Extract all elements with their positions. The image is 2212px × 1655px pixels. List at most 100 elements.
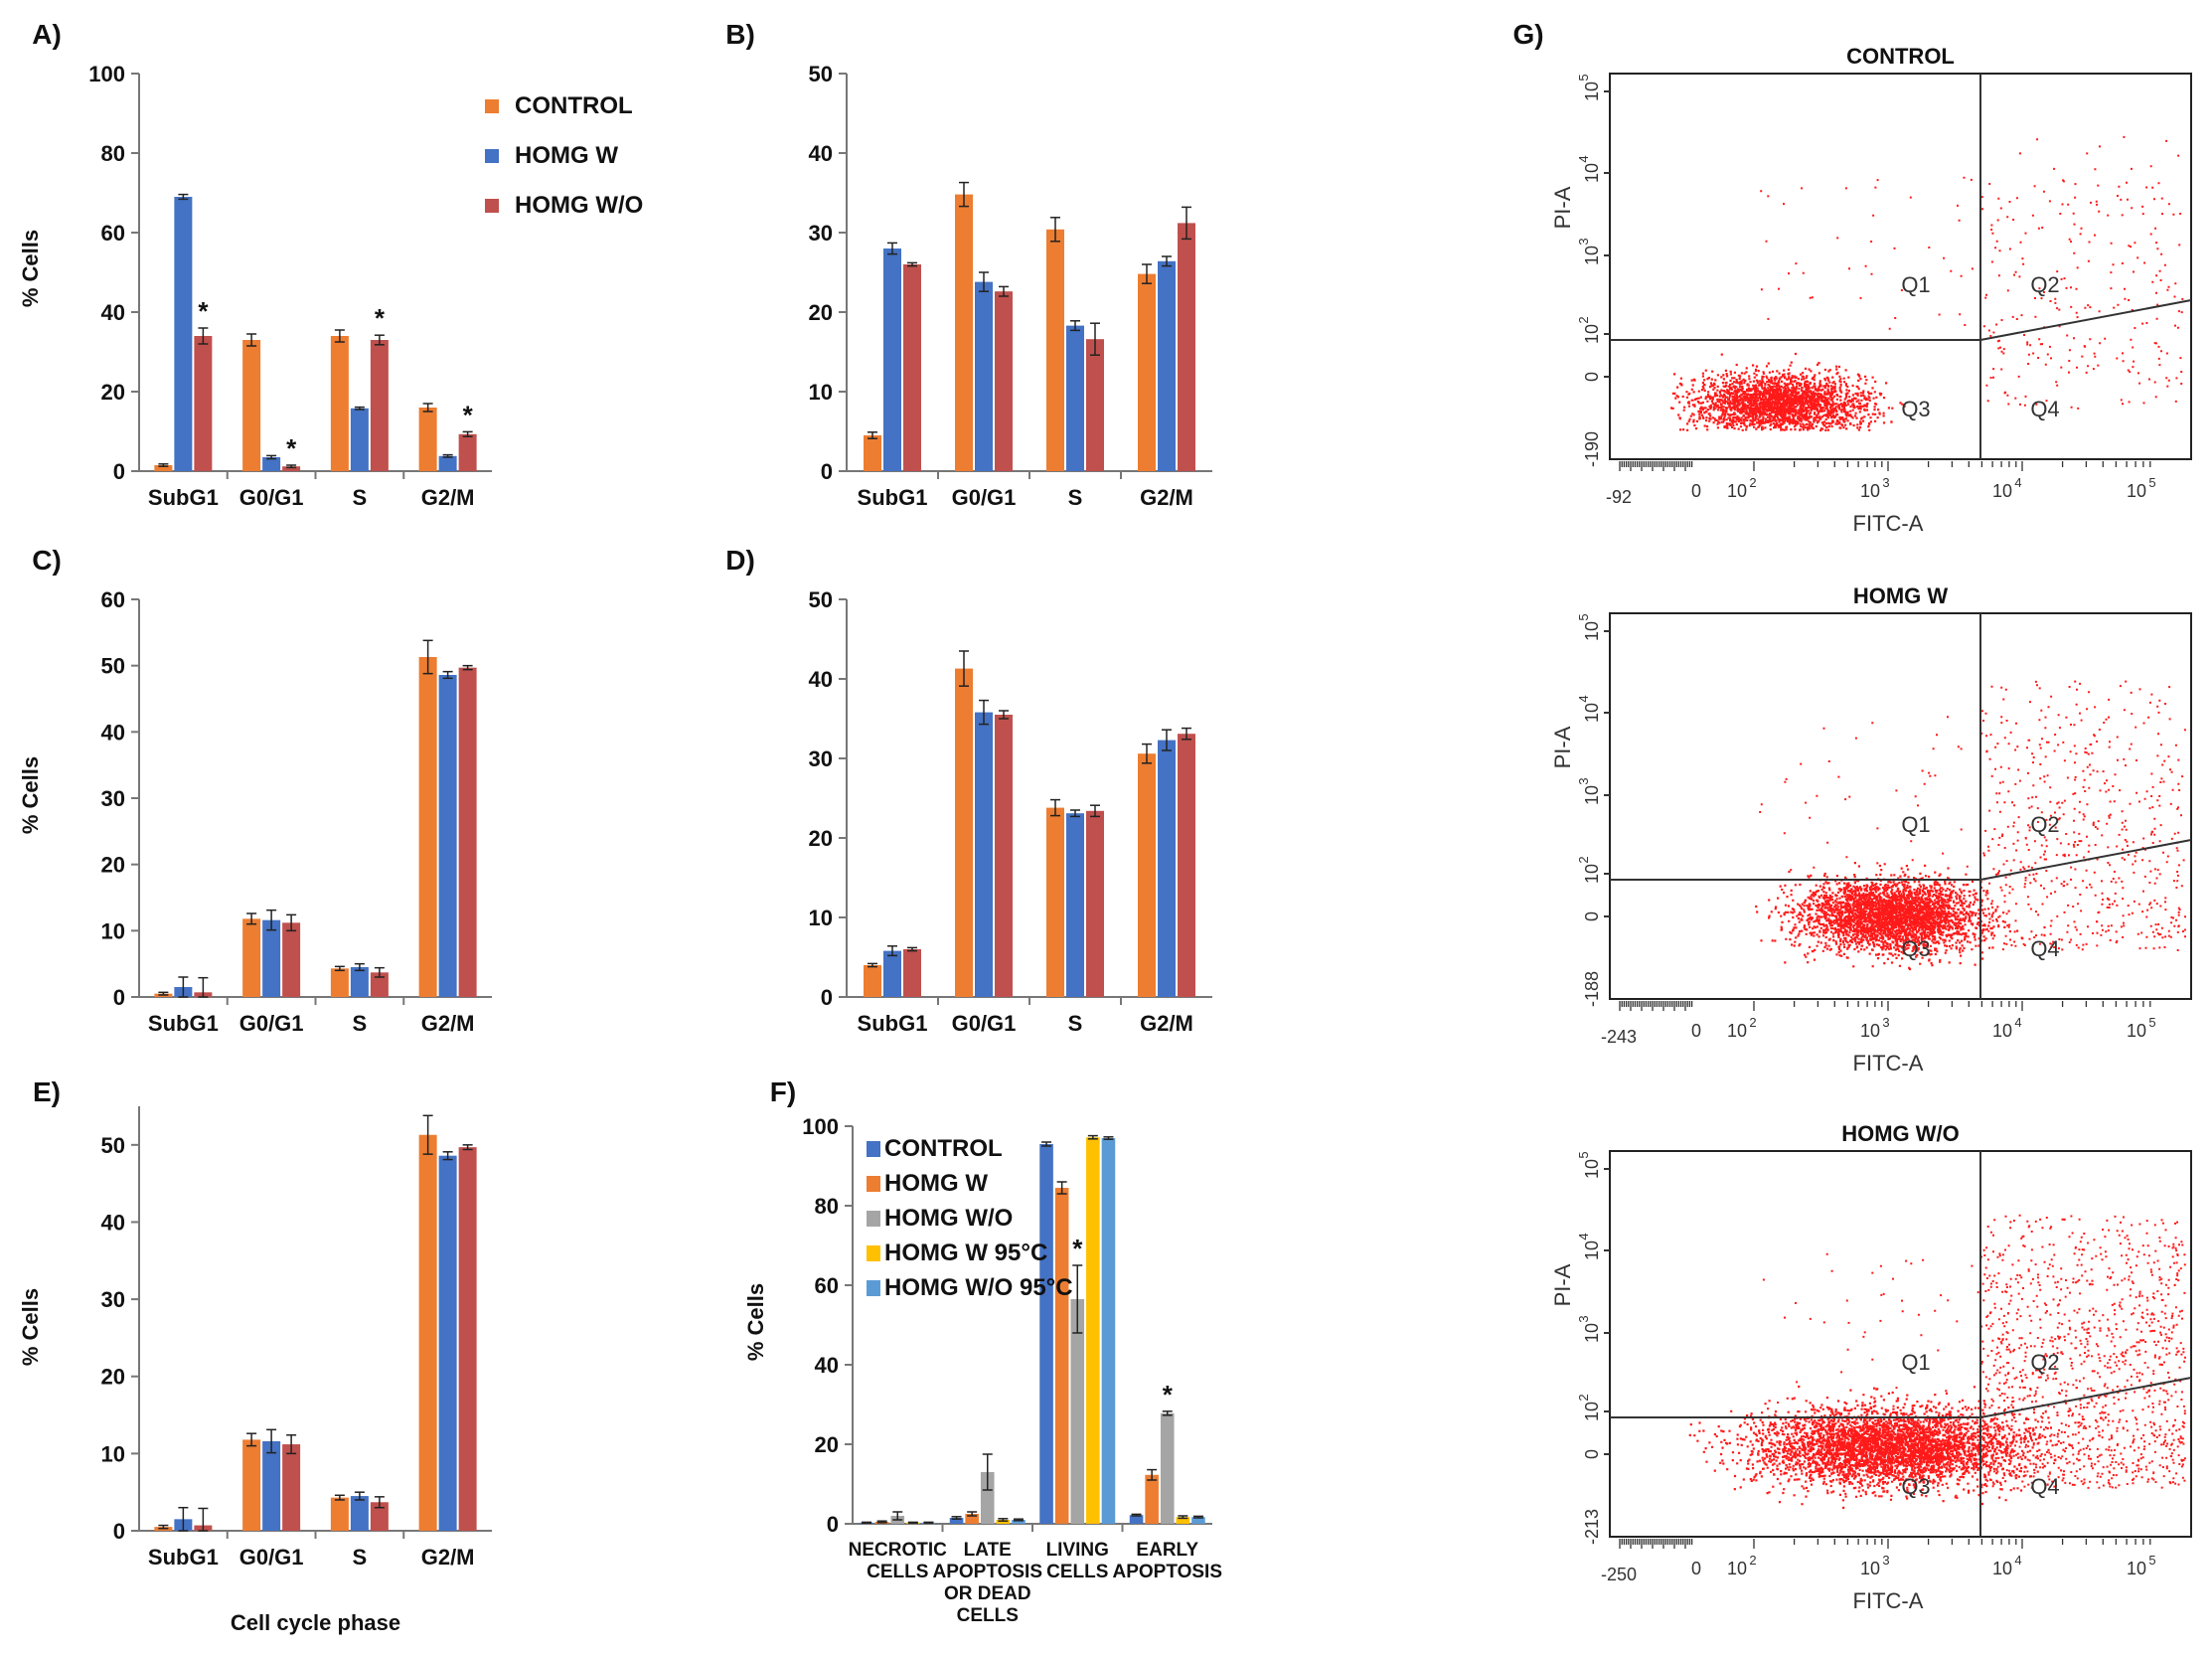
flow-x-tick-label: 10 — [1727, 1559, 1747, 1578]
y-tick-label: 10 — [809, 380, 833, 405]
category-label: EARLY — [1136, 1540, 1198, 1561]
flow-x-tick-label: 10 — [2127, 481, 2146, 501]
bar-homg-w-2 — [350, 408, 369, 471]
y-tick-label: 0 — [821, 985, 833, 1010]
y-tick-label: 40 — [101, 300, 125, 325]
bar-homg-w-3 — [438, 675, 457, 997]
bar-homg-w-o-2 — [370, 1502, 389, 1531]
flow-x-tick-exp: 3 — [1882, 475, 1889, 490]
flow-y-min: -190 — [1582, 431, 1602, 467]
legend-swatch — [867, 1211, 880, 1227]
category-label: LIVING — [1046, 1540, 1109, 1561]
bar-homg-w-2 — [1066, 325, 1084, 471]
y-tick-label: 40 — [101, 720, 125, 745]
flow-y-tick: 104 — [1576, 155, 1602, 183]
bar-control-1 — [955, 668, 973, 997]
category-label: CELLS — [1046, 1562, 1108, 1582]
flow-x-tick-label: 10 — [1992, 1021, 2012, 1041]
category-label: G0/G1 — [239, 1545, 304, 1570]
bar-homg-w-2 — [1066, 813, 1084, 997]
category-label: APOPTOSIS — [932, 1562, 1042, 1582]
bar-homg-w-o-95-c-2 — [1101, 1138, 1116, 1524]
flow-y-tick-exp: 5 — [1576, 74, 1591, 81]
category-label: APOPTOSIS — [1112, 1562, 1222, 1582]
flow-x-tick-exp: 2 — [1749, 1015, 1756, 1030]
bar-homg-w-0 — [883, 248, 901, 471]
bar-control-2 — [1039, 1144, 1053, 1524]
bar-homg-w-1 — [965, 1514, 979, 1524]
bar-homg-w-1 — [262, 1440, 281, 1531]
y-tick-label: 30 — [101, 786, 125, 811]
flow-y-tick-exp: 2 — [1576, 316, 1591, 323]
bar-homg-w-95-c-1 — [996, 1520, 1011, 1524]
significance-star: * — [286, 433, 297, 463]
y-tick-label: 40 — [815, 1353, 839, 1378]
flow-y-tick-exp: 3 — [1576, 777, 1591, 784]
flow-y-tick-exp: 3 — [1576, 238, 1591, 245]
flow-y-title: PI-A — [1550, 1263, 1575, 1306]
y-tick-label: 20 — [101, 1365, 125, 1390]
flow-y-tick-exp: 2 — [1576, 856, 1591, 863]
bar-control-1 — [955, 194, 973, 471]
flow-y-tick-label: 10 — [1582, 1159, 1602, 1179]
y-tick-label: 50 — [809, 62, 833, 86]
category-label: G2/M — [421, 1545, 475, 1570]
flow-x-min-label: -250 — [1601, 1565, 1637, 1584]
bar-homg-w-o-0 — [903, 949, 921, 997]
flow-y-min-label: -213 — [1582, 1509, 1602, 1545]
flow-y-tick-label: 10 — [1582, 703, 1602, 723]
flow-y-tick: 102 — [1576, 316, 1602, 344]
category-label: G0/G1 — [952, 1011, 1017, 1036]
flow-y-min: -188 — [1582, 971, 1602, 1007]
chart-panel-d: D) 0 10 20 30 40 50 SubG1 G0/G1 S G2/M — [725, 545, 1212, 1036]
legend-swatch — [867, 1176, 880, 1192]
flow-x-tick-exp: 4 — [2014, 1015, 2021, 1030]
flow-y-tick: 102 — [1576, 856, 1602, 884]
y-tick-label: 10 — [101, 918, 125, 943]
bar-homg-w-o-1 — [995, 291, 1013, 471]
flow-x-tick-label: 10 — [1727, 1021, 1747, 1041]
y-tick-label: 0 — [113, 1519, 125, 1544]
bar-control-3 — [1129, 1515, 1144, 1524]
bar-control-2 — [1046, 807, 1064, 997]
legend-swatch — [867, 1245, 880, 1261]
gate-sloped — [1979, 1377, 2192, 1418]
bar-homg-w-1 — [975, 712, 993, 997]
category-label: G2/M — [421, 1011, 475, 1036]
quadrant-label: Q2 — [2030, 272, 2059, 297]
y-axis-title: % Cells — [743, 1283, 768, 1361]
y-tick-label: 20 — [815, 1432, 839, 1457]
quadrant-label: Q4 — [2030, 397, 2059, 421]
bar-homg-w-95-c-2 — [1086, 1137, 1100, 1524]
flow-x-tick-label: 0 — [1691, 1021, 1701, 1041]
bar-homg-w-2 — [350, 967, 369, 997]
flow-y-axis-label: PI-A — [1550, 186, 1575, 229]
flow-x-tick-exp: 4 — [2014, 1553, 2021, 1568]
bar-homg-w-o-95-c-1 — [1012, 1520, 1026, 1524]
flow-x-min-label: -92 — [1606, 487, 1632, 507]
y-axis-title: % Cells — [18, 1288, 43, 1366]
bar-control-0 — [864, 435, 881, 471]
bar-control-1 — [949, 1518, 964, 1524]
flow-y-tick-label: 10 — [1582, 785, 1602, 805]
bar-homg-w-3 — [1158, 260, 1176, 471]
bar-homg-w-3 — [1145, 1474, 1159, 1524]
bar-control-0 — [864, 965, 881, 997]
bar-homg-w-o-3 — [1160, 1412, 1175, 1524]
y-tick-label: 50 — [101, 1133, 125, 1158]
y-tick-label: 80 — [101, 141, 125, 166]
flow-x-tick-exp: 5 — [2148, 475, 2155, 490]
flow-y-tick: 104 — [1576, 695, 1602, 723]
bar-homg-w-o-1 — [980, 1472, 995, 1524]
flow-y-tick-label: 10 — [1582, 864, 1602, 884]
flow-y-title: PI-A — [1550, 726, 1575, 768]
flow-y-min-label: -188 — [1582, 971, 1602, 1007]
bar-homg-w-2 — [1054, 1188, 1069, 1524]
flow-x-tick-label: 10 — [1860, 1559, 1880, 1578]
flow-y-tick-exp: 4 — [1576, 695, 1591, 702]
bar-homg-w-o-3 — [458, 433, 477, 471]
y-tick-label: 60 — [101, 221, 125, 246]
